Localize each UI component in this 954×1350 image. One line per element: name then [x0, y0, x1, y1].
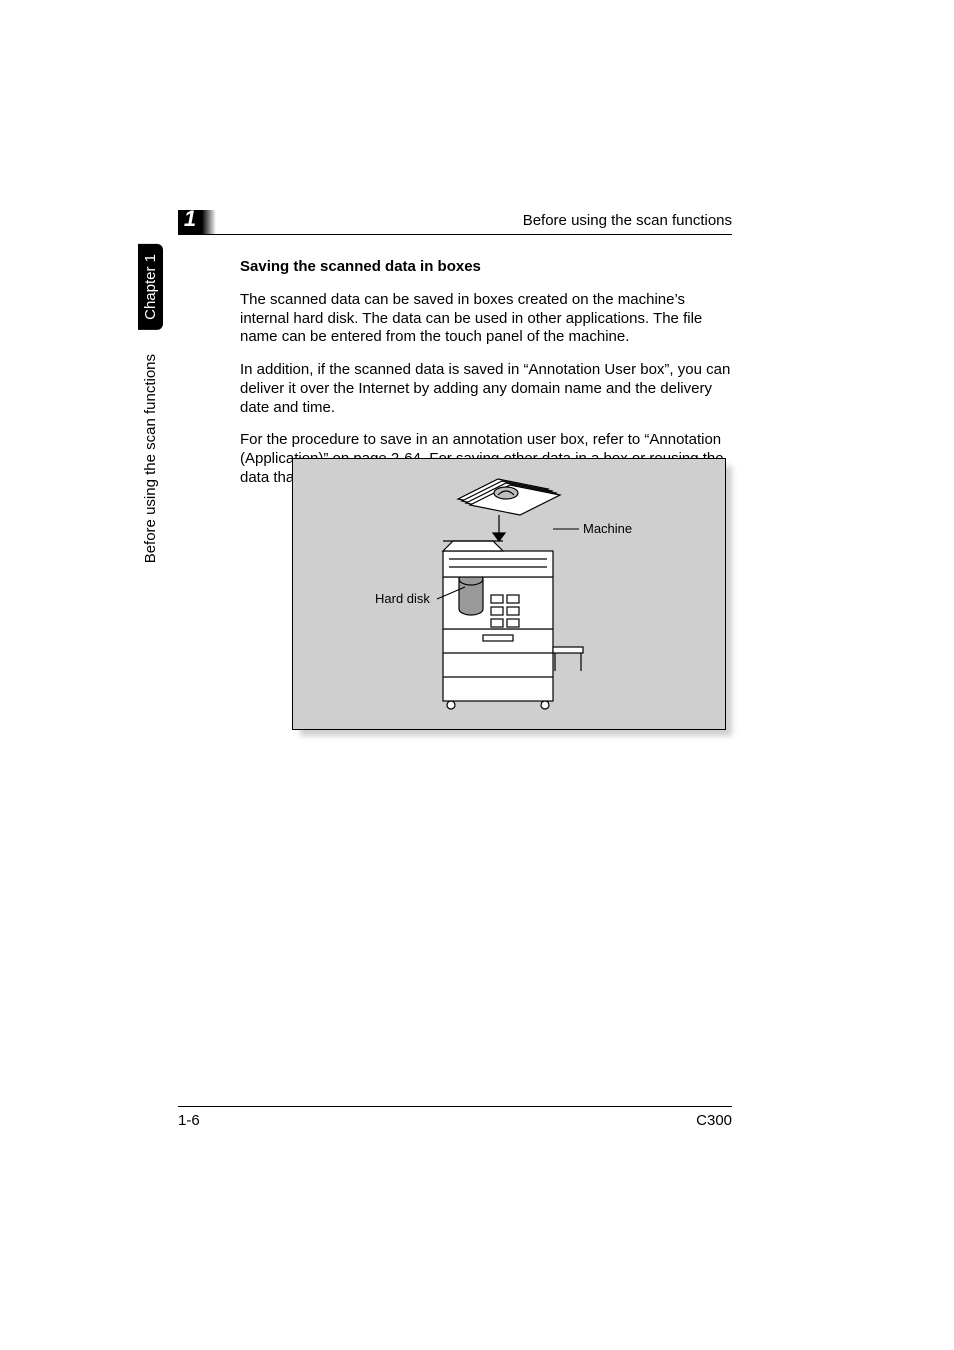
paragraph: The scanned data can be saved in boxes c…	[240, 291, 732, 347]
header-rule	[178, 234, 732, 235]
page-number: 1-6	[178, 1112, 200, 1129]
machine-diagram-icon	[293, 459, 725, 729]
section-tab: Before using the scan functions	[138, 344, 163, 573]
model-number: C300	[696, 1112, 732, 1129]
chapter-number: 1	[178, 206, 202, 232]
footer-rule	[178, 1106, 732, 1107]
paragraph: In addition, if the scanned data is save…	[240, 361, 732, 417]
figure: Machine Hard disk	[292, 458, 726, 730]
figure-label-machine: Machine	[583, 521, 632, 536]
chapter-tab: Chapter 1	[138, 244, 163, 330]
figure-label-harddisk: Hard disk	[375, 591, 430, 606]
running-header: Before using the scan functions	[523, 212, 732, 229]
section-heading: Saving the scanned data in boxes	[240, 258, 732, 277]
page: Chapter 1 Before using the scan function…	[0, 0, 954, 1350]
chapter-number-fade	[202, 210, 216, 234]
